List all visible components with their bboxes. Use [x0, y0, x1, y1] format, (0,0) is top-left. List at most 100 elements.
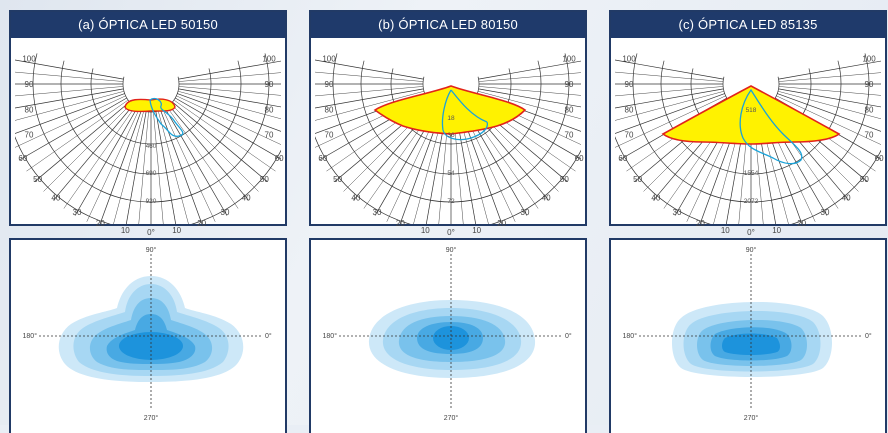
polar-radial-line — [113, 110, 144, 224]
polar-radial-line — [15, 93, 125, 134]
intensity-label-a-3: 920 — [146, 198, 157, 205]
polar-radial-line — [15, 88, 124, 109]
polar-radial-line — [170, 103, 259, 192]
cyan-curve-b — [441, 89, 489, 141]
intensity-label-b-4: 72 — [447, 198, 455, 205]
polar-diagram-b: 18 36 54 72 100 90 80 70 60 50 40 30 20 10 0° 10 20 3… — [315, 53, 584, 237]
polar-radial-line — [155, 111, 177, 224]
polar-radial-line — [86, 109, 140, 222]
contour-b-bottom-label: 270° — [444, 414, 459, 422]
polar-radial-line — [315, 88, 424, 109]
contour-b-right-label: 0° — [565, 332, 572, 340]
polar-radial-line — [615, 91, 725, 121]
polar-radial-line — [315, 91, 425, 121]
panel-c-polar: (c) ÓPTICA LED 85135 518 1554 2072 100 90… — [609, 10, 887, 237]
polar-radial-line — [776, 95, 881, 145]
polar-radial-line — [74, 108, 138, 216]
polar-angle-label: 20 — [696, 219, 705, 228]
polar-radial-line — [478, 72, 581, 82]
polar-radial-line — [26, 99, 129, 172]
polar-radial-line — [615, 86, 724, 97]
intensity-label-c-2: 1554 — [744, 170, 759, 177]
polar-radial-line — [162, 109, 216, 222]
polar-angle-label: 60 — [875, 154, 884, 163]
polar-angle-label: 20 — [797, 219, 806, 228]
polar-radial-line — [615, 88, 724, 109]
polar-angle-label: 20 — [396, 219, 405, 228]
contour-plot-c: 90° 180° 0° 270° — [623, 246, 872, 422]
contour-b-top-label: 90° — [446, 246, 457, 254]
polar-angle-label: 10 — [172, 226, 181, 235]
polar-radial-line — [15, 95, 126, 148]
polar-angle-label: 90 — [865, 80, 874, 89]
polar-angle-label: 100 — [562, 54, 576, 63]
polar-radial-line — [173, 99, 276, 172]
polar-angle-label: 0° — [147, 228, 155, 237]
polar-angle-label: 80 — [25, 106, 34, 115]
polar-angle-label: 40 — [351, 193, 360, 202]
polar-angle-label: 20 — [96, 219, 105, 228]
polar-radial-line — [158, 110, 189, 224]
contour-plot-a: 90° 180° 0° 270° — [23, 246, 272, 422]
polar-radial-line — [478, 60, 581, 80]
polar-radial-line — [164, 108, 228, 216]
polar-arc — [122, 76, 180, 113]
polar-radial-line — [777, 91, 881, 120]
polar-diagram-c: 518 1554 2072 100 90 80 70 60 50 40 30 20 10 0° 10 2… — [615, 53, 884, 237]
polar-radial-line — [477, 91, 581, 120]
polar-radial-line — [315, 86, 424, 97]
polar-angle-label: 70 — [565, 131, 574, 140]
cyan-curve-a — [149, 97, 184, 137]
polar-angle-label: 30 — [373, 208, 382, 217]
polar-angle-label: 10 — [721, 226, 730, 235]
polar-radial-line — [15, 71, 124, 82]
polar-angle-label: 30 — [673, 208, 682, 217]
polar-angle-label: 30 — [221, 208, 230, 217]
polar-radial-line — [168, 105, 249, 201]
contour-c-top-label: 90° — [746, 246, 757, 254]
polar-radial-line — [478, 86, 581, 96]
cyan-curve-c — [739, 88, 803, 165]
polar-angle-label: 10 — [421, 226, 430, 235]
polar-radial-line — [615, 93, 725, 134]
polar-angle-label: 50 — [333, 175, 342, 184]
polar-angle-label: 100 — [862, 54, 876, 63]
polar-radial-line — [15, 59, 124, 80]
polar-radial-line — [125, 111, 147, 224]
intensity-label-a-2: 690 — [146, 170, 157, 177]
polar-angle-label: 90 — [265, 80, 274, 89]
polar-angle-label: 50 — [860, 175, 869, 184]
intensity-label-b-2: 36 — [447, 132, 455, 139]
contour-a-top-label: 90° — [146, 246, 157, 254]
polar-radial-line — [615, 71, 724, 82]
polar-radial-line — [315, 71, 424, 82]
polar-radial-line — [175, 97, 281, 160]
contour-c-bottom-label: 270° — [744, 414, 759, 422]
panel-b-title: (b) ÓPTICA LED 80150 — [311, 12, 585, 38]
panel-b-polar: (b) ÓPTICA LED 80150 18 36 54 72 100 90 80… — [309, 10, 587, 237]
polar-radial-line — [778, 88, 881, 108]
polar-radial-line — [138, 111, 149, 224]
contour-a-bottom-label: 270° — [144, 414, 159, 422]
panel-c-contour: 90° 180° 0° 270° — [609, 238, 887, 433]
polar-angle-label: 0° — [447, 228, 455, 237]
polar-radial-line — [478, 88, 581, 108]
polar-angle-label: 80 — [625, 106, 634, 115]
polar-radial-line — [99, 110, 142, 224]
polar-angle-label: 40 — [51, 193, 60, 202]
contour-b-left-label: 180° — [323, 332, 338, 340]
polar-radial-line — [178, 60, 281, 80]
polar-radial-line — [178, 88, 281, 108]
polar-radial-line — [778, 60, 881, 80]
contour-c-right-label: 0° — [865, 332, 872, 340]
intensity-label-a-1: 460 — [146, 143, 157, 150]
intensity-label-c-3: 2072 — [744, 198, 759, 205]
polar-radial-line — [178, 86, 281, 96]
panel-b-contour: 90° 180° 0° 270° — [309, 238, 587, 433]
polar-angle-label: 50 — [633, 175, 642, 184]
polar-radial-line — [615, 95, 726, 148]
polar-angle-label: 40 — [842, 193, 851, 202]
panel-a-contour: 90° 180° 0° 270° — [9, 238, 287, 433]
intensity-label-c-1: 518 — [746, 107, 757, 114]
polar-angle-label: 80 — [265, 106, 274, 115]
